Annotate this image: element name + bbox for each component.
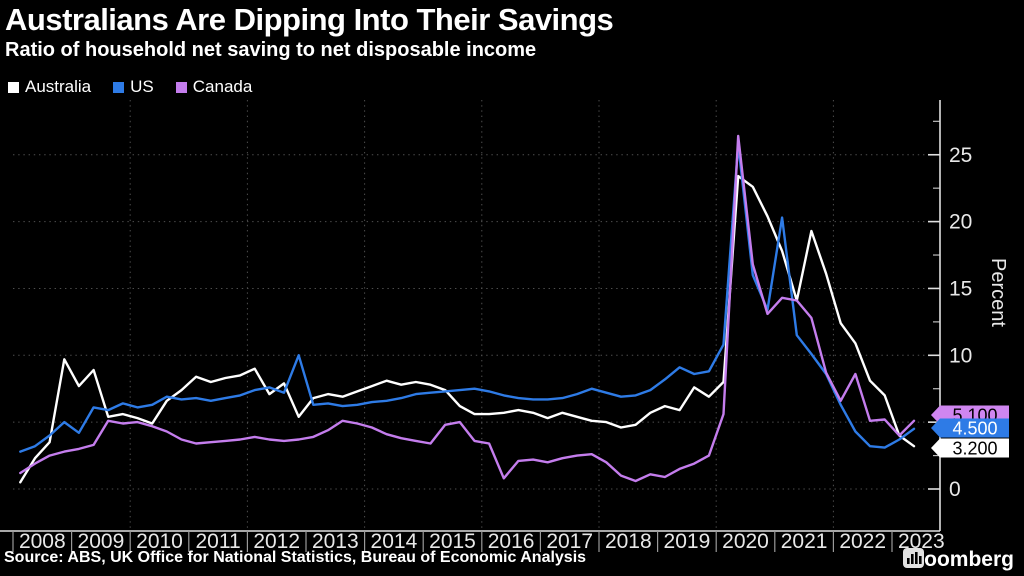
x-year-label: 2016 — [488, 530, 535, 553]
bloomberg-logo: Bloomberg — [903, 548, 1014, 572]
bloomberg-wordmark: Bloomberg — [903, 548, 1014, 571]
y-axis-unit-label: Percent — [987, 258, 1009, 327]
line-australia — [19, 174, 916, 484]
legend-label: Canada — [192, 77, 253, 96]
value-tag-label-australia: 3.200 — [952, 439, 997, 459]
value-tag-label-us: 4.500 — [952, 419, 997, 439]
source-text: Source: ABS, UK Office for National Stat… — [4, 549, 587, 566]
value-tag-us — [931, 418, 1009, 438]
x-year-label: 2014 — [371, 530, 418, 553]
line-us — [19, 142, 916, 453]
legend-swatch-canada — [175, 81, 187, 93]
legend-item-us: US — [113, 77, 154, 97]
legend-swatch-us — [113, 81, 125, 93]
y-tick-label: 15 — [949, 277, 972, 300]
y-tick-label: 0 — [949, 478, 961, 501]
line-canada — [19, 134, 916, 483]
x-year-label: 2018 — [605, 530, 652, 553]
value-tag-australia — [931, 438, 1009, 458]
x-year-label: 2013 — [312, 530, 359, 553]
legend-item-canada: Canada — [175, 77, 253, 97]
x-year-label: 2021 — [781, 530, 828, 553]
x-year-label: 2017 — [546, 530, 593, 553]
y-tick-label: 10 — [949, 344, 972, 367]
x-year-label: 2022 — [839, 530, 886, 553]
legend: Australia US Canada — [8, 77, 252, 97]
x-year-label: 2008 — [19, 530, 66, 553]
legend-item-australia: Australia — [8, 77, 91, 97]
x-year-label: 2010 — [136, 530, 183, 553]
chart-title: Australians Are Dipping Into Their Savin… — [5, 2, 614, 37]
y-tick-label: 20 — [949, 211, 972, 234]
y-tick-label: 25 — [949, 144, 972, 167]
x-year-label: 2011 — [196, 530, 241, 553]
x-year-label: 2020 — [722, 530, 769, 553]
legend-label: US — [130, 77, 154, 96]
x-year-label: 2019 — [664, 530, 711, 553]
legend-label: Australia — [25, 77, 92, 96]
chart-subtitle: Ratio of household net saving to net dis… — [5, 39, 537, 61]
bloomberg-chart-icon — [903, 548, 925, 568]
x-year-label: 2012 — [253, 530, 300, 553]
legend-swatch-australia — [8, 81, 19, 93]
x-year-label: 2015 — [429, 530, 476, 553]
x-year-label: 2023 — [898, 530, 945, 553]
x-year-label: 2009 — [78, 530, 125, 553]
